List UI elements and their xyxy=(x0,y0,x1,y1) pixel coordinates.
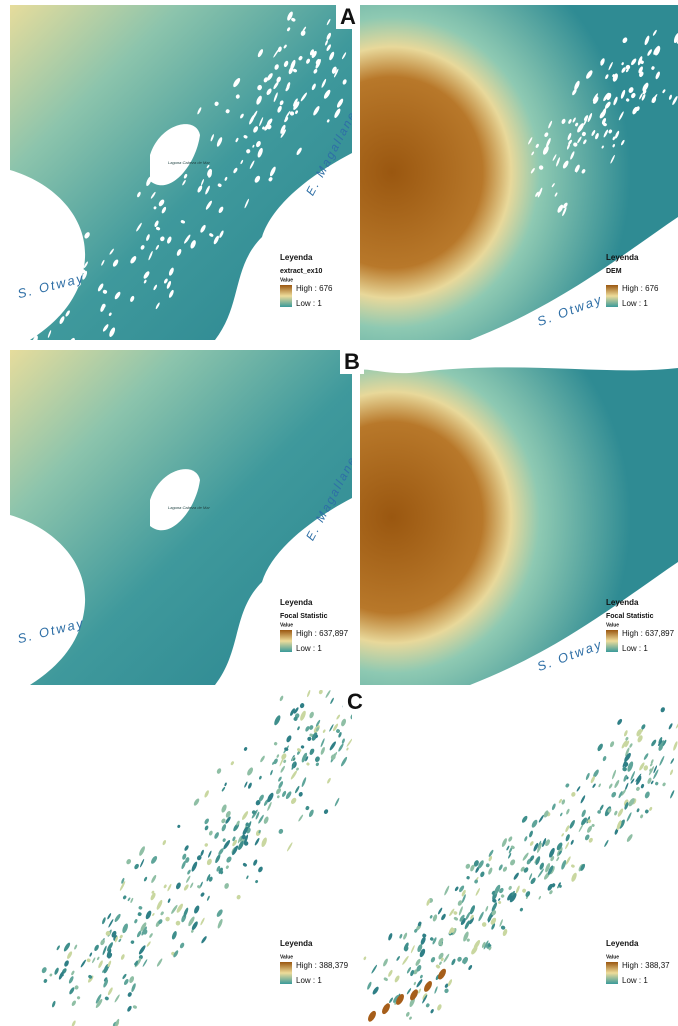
place-label: Laguna Cabeza de Mar xyxy=(168,505,210,510)
legend-layer: DEM xyxy=(606,268,622,275)
legend-value-label: Value xyxy=(606,622,619,628)
legend-value-label: Value xyxy=(280,622,293,628)
legend-high: High : 388,37 xyxy=(622,961,670,970)
legend-low: Low : 1 xyxy=(296,644,322,653)
legend-layer: Focal Statistic xyxy=(606,613,654,620)
legend-ramp xyxy=(606,630,618,652)
panel-letter: A xyxy=(340,4,356,29)
legend-high: High : 676 xyxy=(296,284,333,293)
map-panel: Leyenda ValueHigh : 388,379 Low : 1 xyxy=(10,688,370,1026)
page: S. OtwayE. MagallanesLaguna Cabeza de Ma… xyxy=(0,0,678,1026)
legend-value-label: Value xyxy=(606,954,619,960)
legend-title: Leyenda xyxy=(606,598,639,607)
map-panel: S. OtwayE. MagallanesLaguna Cabeza de Ma… xyxy=(10,0,363,360)
legend-low: Low : 1 xyxy=(622,644,648,653)
map-panel: S. OtwayLeyendaDEMHigh : 676Low : 1 xyxy=(360,5,678,340)
legend-title: Leyenda xyxy=(606,253,639,262)
legend-low: Low : 1 xyxy=(622,299,648,308)
figure: S. OtwayE. MagallanesLaguna Cabeza de Ma… xyxy=(0,0,678,1026)
legend-low: Low : 1 xyxy=(296,299,322,308)
legend-ramp xyxy=(280,285,292,307)
legend-high: High : 676 xyxy=(622,284,659,293)
legend-title: Leyenda xyxy=(280,598,313,607)
legend-title: Leyenda xyxy=(606,939,639,948)
legend-high: High : 388,379 xyxy=(296,961,349,970)
legend-high: High : 637,897 xyxy=(622,629,675,638)
legend-layer: Focal Statistic xyxy=(280,613,328,620)
place-label: Laguna Cabeza de Mar xyxy=(168,160,210,165)
legend-low: Low : 1 xyxy=(296,976,322,985)
legend-low: Low : 1 xyxy=(622,976,648,985)
legend-title: Leyenda xyxy=(280,939,313,948)
legend-value-label: Value xyxy=(280,277,293,283)
legend-ramp xyxy=(280,962,292,984)
patch xyxy=(351,754,358,765)
panel-letter: C xyxy=(347,689,363,714)
map-panel: S. OtwayE. MagallanesLaguna Cabeza de Ma… xyxy=(10,350,363,685)
legend-value-label: Value xyxy=(280,954,293,960)
panel-letter: B xyxy=(344,349,360,374)
legend-ramp xyxy=(606,285,618,307)
legend-ramp xyxy=(280,630,292,652)
legend-layer: extract_ex10 xyxy=(280,268,323,275)
patch xyxy=(352,737,357,746)
legend-title: Leyenda xyxy=(280,253,313,262)
patch xyxy=(299,0,305,4)
legend-high: High : 637,897 xyxy=(296,629,349,638)
legend-ramp xyxy=(606,962,618,984)
